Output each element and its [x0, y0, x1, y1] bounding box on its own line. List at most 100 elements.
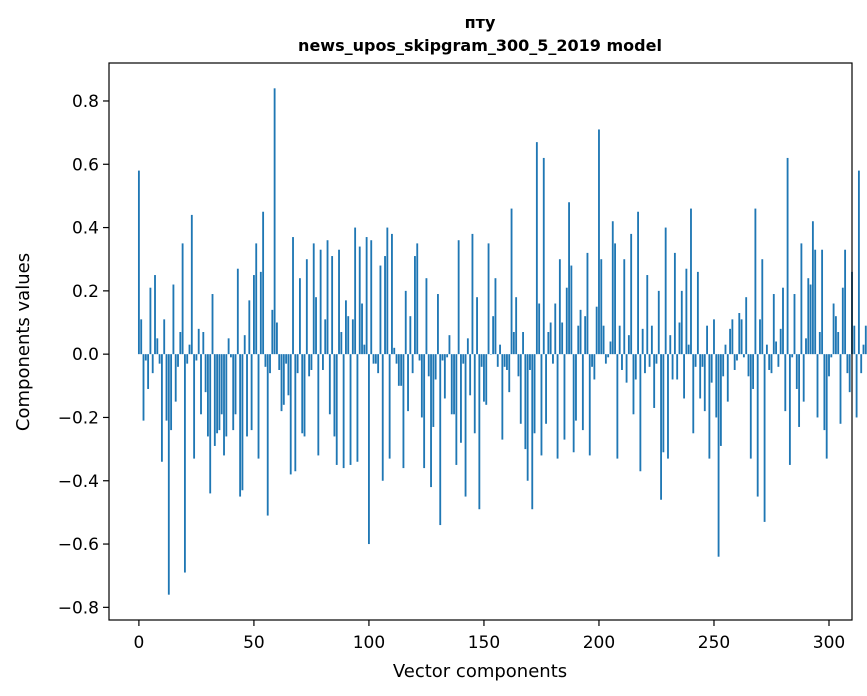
x-tick-label: 50: [243, 633, 265, 653]
bar: [660, 354, 662, 500]
bar: [611, 221, 614, 355]
bar: [526, 354, 529, 481]
bar: [667, 354, 669, 459]
bar: [572, 354, 575, 453]
bar: [588, 354, 591, 456]
bar: [480, 354, 483, 367]
bar: [795, 354, 798, 389]
bar: [841, 287, 844, 355]
bar: [754, 208, 757, 355]
bar: [269, 354, 271, 374]
bar: [156, 338, 159, 355]
bar: [579, 309, 582, 355]
x-axis: 0 50 100 150 200 250 300: [133, 620, 845, 653]
bar: [227, 338, 230, 355]
bar: [255, 243, 258, 355]
bar: [609, 341, 612, 355]
bar: [772, 294, 775, 355]
bar: [202, 332, 205, 355]
bar: [791, 354, 794, 358]
y-axis: −0.8 −0.6 −0.4 −0.2 0.0 0.2 0.4 0.6 0.8: [58, 92, 109, 618]
bar: [862, 344, 865, 355]
bar: [264, 354, 267, 367]
bar: [455, 354, 458, 465]
bar: [395, 354, 398, 364]
bar: [547, 332, 550, 355]
bar: [485, 354, 488, 405]
bar: [308, 354, 311, 377]
bar: [338, 249, 340, 355]
bar: [326, 240, 329, 355]
bar: [763, 354, 766, 522]
bar: [731, 319, 734, 355]
bar: [853, 325, 856, 355]
y-tick-label: 0.0: [72, 345, 99, 365]
bar: [765, 344, 768, 355]
bar: [299, 278, 301, 355]
bar: [733, 354, 736, 370]
bar: [857, 170, 860, 355]
bar: [342, 354, 345, 469]
bar: [414, 256, 416, 355]
bar: [717, 354, 720, 557]
bar: [271, 309, 274, 355]
bar: [356, 354, 359, 462]
bar: [296, 354, 299, 374]
bar: [259, 271, 262, 355]
bar: [292, 237, 294, 355]
y-tick-label: −0.2: [58, 408, 99, 428]
x-tick-label: 200: [583, 633, 615, 653]
bar: [745, 297, 748, 355]
bar: [685, 268, 688, 355]
bar: [696, 271, 699, 355]
bar: [241, 354, 244, 491]
bar: [450, 354, 453, 415]
bar: [301, 354, 304, 434]
bar: [137, 170, 140, 355]
bar: [844, 249, 847, 355]
bar: [779, 328, 782, 355]
bar: [266, 354, 269, 516]
bar: [149, 287, 152, 355]
bar: [236, 268, 239, 355]
bar: [570, 265, 573, 355]
bar: [154, 275, 156, 355]
bar: [687, 344, 690, 355]
bar: [434, 354, 437, 380]
bar: [216, 354, 219, 434]
bar: [324, 319, 327, 355]
bar: [809, 284, 812, 355]
bar: [197, 328, 200, 355]
bar: [736, 354, 738, 361]
bar: [223, 354, 225, 456]
bar: [752, 354, 755, 389]
y-tick-label: 0.4: [72, 219, 99, 239]
bar: [593, 354, 596, 380]
bar: [832, 303, 835, 355]
bar: [372, 354, 375, 364]
bar: [671, 354, 674, 380]
bar: [443, 354, 446, 399]
bar: [515, 297, 518, 355]
bar: [653, 354, 656, 408]
bar: [846, 354, 849, 374]
bar: [584, 316, 587, 355]
bar: [225, 354, 228, 437]
bar: [637, 211, 639, 355]
bar: [464, 354, 467, 497]
bar: [430, 354, 432, 488]
bar: [363, 344, 366, 355]
bar: [163, 319, 166, 355]
bar: [786, 157, 789, 355]
bar: [540, 354, 543, 456]
bar: [487, 243, 490, 355]
bar: [305, 259, 308, 355]
bar: [144, 354, 147, 361]
bar: [524, 354, 527, 450]
bar: [834, 316, 837, 355]
bar: [708, 354, 711, 459]
bar: [607, 354, 610, 358]
bar: [160, 354, 163, 462]
